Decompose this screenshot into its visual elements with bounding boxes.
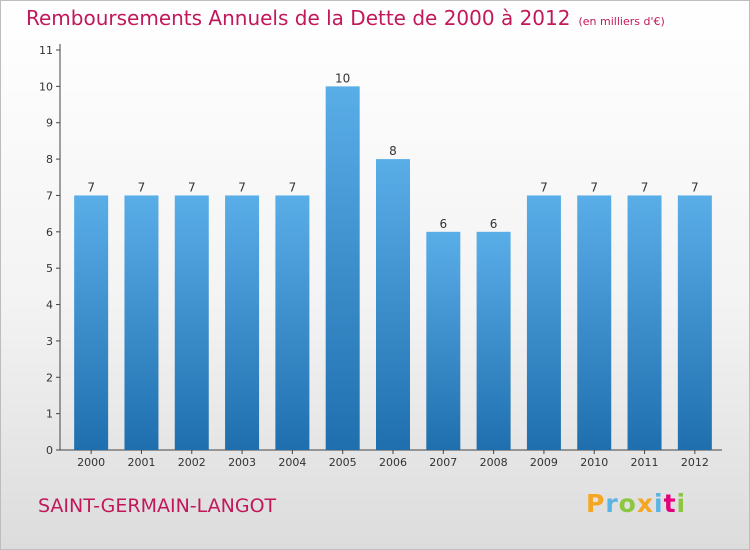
x-tick-label-2008: 2008 bbox=[480, 456, 508, 469]
x-tick-label-2012: 2012 bbox=[681, 456, 709, 469]
bar-2004 bbox=[275, 195, 310, 450]
y-tick-label: 6 bbox=[46, 226, 53, 239]
proxiti-logo: Proxiti bbox=[586, 489, 687, 518]
bar-2006 bbox=[376, 159, 410, 450]
y-tick-label: 5 bbox=[46, 262, 53, 275]
y-tick-label: 8 bbox=[46, 153, 53, 166]
data-label-2010: 7 bbox=[590, 180, 598, 194]
x-tick-label-2003: 2003 bbox=[228, 456, 256, 469]
bar-2002 bbox=[174, 195, 209, 450]
x-tick-label-2010: 2010 bbox=[580, 456, 608, 469]
data-label-2008: 6 bbox=[490, 217, 498, 231]
y-tick-label: 4 bbox=[46, 299, 53, 312]
data-label-2007: 6 bbox=[439, 217, 447, 231]
bar-2007 bbox=[426, 231, 461, 450]
y-tick-label: 1 bbox=[46, 408, 53, 421]
data-label-2004: 7 bbox=[289, 180, 297, 194]
data-label-2009: 7 bbox=[540, 180, 548, 194]
data-label-2002: 7 bbox=[188, 180, 196, 194]
bar-2001 bbox=[124, 195, 159, 450]
data-label-2012: 7 bbox=[691, 180, 699, 194]
x-tick-label-2005: 2005 bbox=[329, 456, 357, 469]
bar-2012 bbox=[677, 195, 712, 450]
chart-title-text: Remboursements Annuels de la Dette de 20… bbox=[26, 6, 571, 30]
data-label-2001: 7 bbox=[138, 180, 146, 194]
bar-2000 bbox=[74, 195, 109, 450]
chart-title: Remboursements Annuels de la Dette de 20… bbox=[26, 6, 665, 30]
x-tick-label-2002: 2002 bbox=[178, 456, 206, 469]
y-tick-label: 3 bbox=[46, 335, 53, 348]
bar-2010 bbox=[577, 195, 612, 450]
y-tick-label: 2 bbox=[46, 371, 53, 384]
data-label-2006: 8 bbox=[389, 144, 397, 158]
x-tick-label-2006: 2006 bbox=[379, 456, 407, 469]
data-label-2011: 7 bbox=[641, 180, 649, 194]
y-tick-label: 0 bbox=[46, 444, 53, 457]
y-tick-label: 9 bbox=[46, 117, 53, 130]
y-tick-label: 11 bbox=[39, 44, 53, 57]
data-label-2003: 7 bbox=[238, 180, 246, 194]
data-label-2000: 7 bbox=[87, 180, 95, 194]
chart-unit: (en milliers d'€) bbox=[578, 15, 665, 28]
x-tick-label-2000: 2000 bbox=[77, 456, 105, 469]
x-tick-label-2009: 2009 bbox=[530, 456, 558, 469]
bar-2008 bbox=[476, 231, 511, 450]
commune-name: SAINT-GERMAIN-LANGOT bbox=[38, 495, 277, 517]
bar-2009 bbox=[526, 195, 561, 450]
data-label-2005: 10 bbox=[335, 71, 350, 85]
bar-2011 bbox=[627, 195, 662, 450]
bar-2005 bbox=[325, 86, 360, 450]
x-tick-label-2007: 2007 bbox=[429, 456, 457, 469]
x-tick-label-2004: 2004 bbox=[278, 456, 306, 469]
x-tick-label-2011: 2011 bbox=[631, 456, 659, 469]
y-tick-label: 10 bbox=[39, 80, 53, 93]
y-tick-label: 7 bbox=[46, 189, 53, 202]
x-tick-label-2001: 2001 bbox=[127, 456, 155, 469]
bar-2003 bbox=[225, 195, 260, 450]
